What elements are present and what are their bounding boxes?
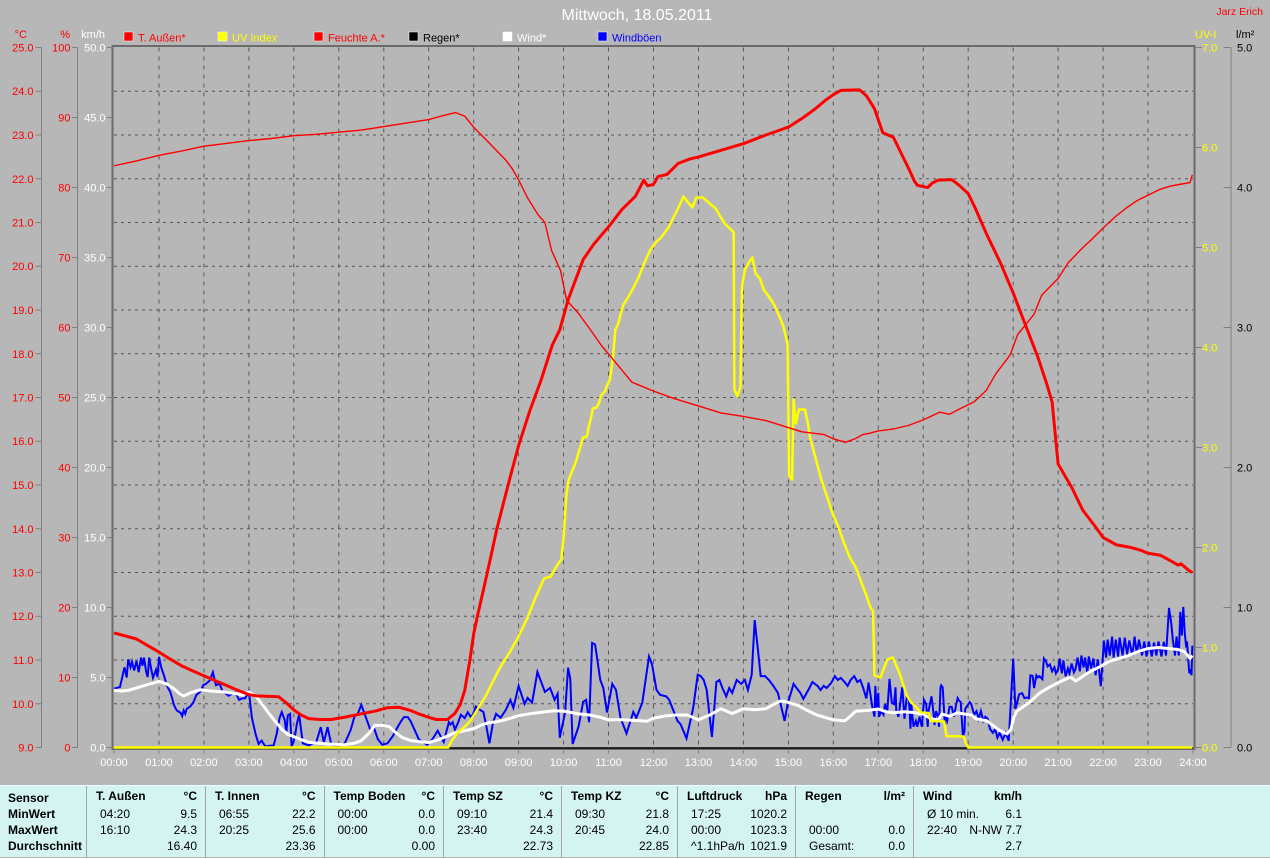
svg-text:50: 50	[58, 393, 70, 405]
svg-text:13:00: 13:00	[685, 757, 713, 769]
svg-text:UV-I: UV-I	[1195, 29, 1216, 41]
svg-text:19:00: 19:00	[954, 757, 982, 769]
svg-text:Windböen: Windböen	[612, 33, 662, 45]
svg-text:23:00: 23:00	[1134, 757, 1162, 769]
svg-text:20.0: 20.0	[12, 261, 33, 273]
svg-text:14:00: 14:00	[730, 757, 758, 769]
svg-text:km/h: km/h	[81, 29, 105, 41]
svg-text:35.0: 35.0	[84, 253, 105, 265]
svg-text:UV Index: UV Index	[232, 33, 278, 45]
svg-text:05:00: 05:00	[325, 757, 353, 769]
svg-text:3.0: 3.0	[1202, 443, 1217, 455]
svg-text:21.0: 21.0	[12, 218, 33, 230]
svg-text:10: 10	[58, 673, 70, 685]
svg-text:Mittwoch, 18.05.2011: Mittwoch, 18.05.2011	[562, 7, 713, 24]
svg-text:%: %	[60, 29, 70, 41]
svg-text:10.0: 10.0	[12, 699, 33, 711]
svg-text:Regen*: Regen*	[423, 33, 460, 45]
svg-text:5.0: 5.0	[1202, 243, 1217, 255]
svg-text:40: 40	[58, 463, 70, 475]
svg-text:19.0: 19.0	[12, 305, 33, 317]
svg-text:02:00: 02:00	[190, 757, 218, 769]
svg-text:5.0: 5.0	[1237, 43, 1252, 55]
svg-text:Jarz Erich: Jarz Erich	[1216, 6, 1263, 18]
svg-text:24:00: 24:00	[1179, 757, 1207, 769]
svg-text:80: 80	[58, 183, 70, 195]
svg-text:0.0: 0.0	[90, 743, 105, 755]
svg-text:22:00: 22:00	[1089, 757, 1117, 769]
svg-text:T. Außen*: T. Außen*	[138, 33, 186, 45]
svg-text:60: 60	[58, 323, 70, 335]
svg-text:45.0: 45.0	[84, 113, 105, 125]
svg-text:90: 90	[58, 113, 70, 125]
svg-text:l/m²: l/m²	[1236, 29, 1255, 41]
svg-text:14.0: 14.0	[12, 524, 33, 536]
svg-text:Wind*: Wind*	[517, 33, 547, 45]
svg-text:25.0: 25.0	[12, 43, 33, 55]
svg-text:5.0: 5.0	[90, 673, 105, 685]
svg-text:20:00: 20:00	[999, 757, 1027, 769]
svg-text:10.0: 10.0	[84, 603, 105, 615]
svg-text:4.0: 4.0	[1237, 183, 1252, 195]
svg-text:06:00: 06:00	[370, 757, 398, 769]
svg-text:6.0: 6.0	[1202, 143, 1217, 155]
svg-text:15.0: 15.0	[12, 480, 33, 492]
svg-text:21:00: 21:00	[1044, 757, 1072, 769]
svg-text:7.0: 7.0	[1202, 43, 1217, 55]
svg-text:Feuchte A.*: Feuchte A.*	[328, 33, 386, 45]
svg-text:3.0: 3.0	[1237, 323, 1252, 335]
svg-text:11:00: 11:00	[595, 757, 622, 769]
svg-text:°C: °C	[15, 29, 27, 41]
svg-text:20.0: 20.0	[84, 463, 105, 475]
svg-text:1.0: 1.0	[1237, 603, 1252, 615]
svg-text:12.0: 12.0	[12, 611, 33, 623]
svg-text:100: 100	[52, 43, 70, 55]
svg-text:11.0: 11.0	[13, 655, 34, 667]
svg-text:25.0: 25.0	[84, 393, 105, 405]
svg-text:1.0: 1.0	[1202, 643, 1217, 655]
svg-text:01:00: 01:00	[145, 757, 173, 769]
svg-text:18.0: 18.0	[12, 349, 33, 361]
svg-text:15.0: 15.0	[84, 533, 105, 545]
svg-text:0.0: 0.0	[1202, 743, 1217, 755]
svg-text:16.0: 16.0	[12, 436, 33, 448]
svg-text:24.0: 24.0	[12, 86, 33, 98]
svg-text:2.0: 2.0	[1237, 463, 1252, 475]
svg-text:0.0: 0.0	[1237, 743, 1252, 755]
svg-text:4.0: 4.0	[1202, 343, 1217, 355]
svg-text:09:00: 09:00	[505, 757, 533, 769]
svg-text:03:00: 03:00	[235, 757, 263, 769]
svg-text:04:00: 04:00	[280, 757, 308, 769]
svg-text:08:00: 08:00	[460, 757, 488, 769]
svg-text:30.0: 30.0	[84, 323, 105, 335]
svg-text:13.0: 13.0	[12, 568, 33, 580]
svg-text:23.0: 23.0	[12, 130, 33, 142]
svg-text:70: 70	[58, 253, 70, 265]
svg-text:30: 30	[58, 533, 70, 545]
svg-text:16:00: 16:00	[820, 757, 848, 769]
svg-text:9.0: 9.0	[18, 743, 33, 755]
svg-text:17.0: 17.0	[12, 393, 33, 405]
svg-text:15:00: 15:00	[775, 757, 803, 769]
svg-text:00:00: 00:00	[100, 757, 128, 769]
svg-text:10:00: 10:00	[550, 757, 578, 769]
svg-text:22.0: 22.0	[12, 174, 33, 186]
svg-text:17:00: 17:00	[865, 757, 893, 769]
svg-text:20: 20	[58, 603, 70, 615]
svg-text:07:00: 07:00	[415, 757, 443, 769]
svg-text:18:00: 18:00	[909, 757, 937, 769]
svg-text:0: 0	[64, 743, 70, 755]
svg-text:50.0: 50.0	[84, 43, 105, 55]
svg-text:2.0: 2.0	[1202, 543, 1217, 555]
svg-text:40.0: 40.0	[84, 183, 105, 195]
svg-text:12:00: 12:00	[640, 757, 668, 769]
